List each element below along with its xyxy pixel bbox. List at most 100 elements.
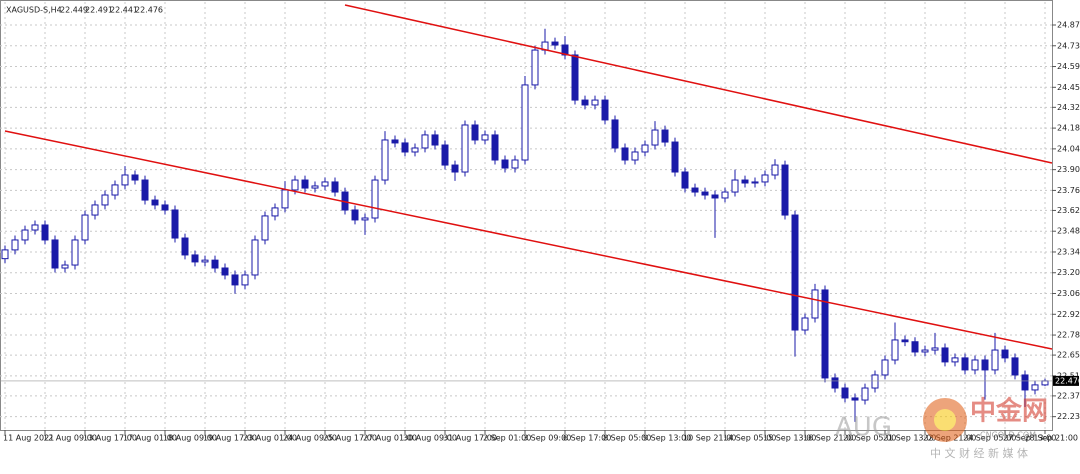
- candle-body: [831, 377, 839, 389]
- y-tick-label: 24.875: [1057, 20, 1080, 29]
- watermark: AUG 中金网 CNGOLD.COM 中 文 财 经 新 媒 体: [835, 396, 1048, 461]
- candle-body: [381, 139, 389, 181]
- candle-body: [271, 207, 279, 217]
- candle-body: [501, 159, 509, 169]
- candle-body: [551, 41, 559, 46]
- x-tick-label: 12 Aug 09:00: [43, 434, 97, 443]
- candle-body: [901, 339, 909, 343]
- candle-body: [451, 164, 459, 173]
- trend-line: [4, 130, 1053, 350]
- x-tick-label: 20 Sep 05:00: [843, 434, 896, 443]
- candle-body: [671, 141, 679, 173]
- candle-body: [41, 224, 49, 241]
- candle-body: [531, 49, 539, 86]
- grid: [0, 2, 1052, 430]
- candle-body: [191, 254, 199, 263]
- y-tick-label: 24.320: [1057, 103, 1080, 112]
- candle-body: [351, 209, 359, 221]
- candle-body: [731, 179, 739, 193]
- header-low: 22.441: [110, 6, 138, 15]
- x-tick-label: 18 Aug 09:00: [163, 434, 217, 443]
- y-tick-label: 23.345: [1057, 247, 1080, 256]
- candle-body: [1041, 380, 1049, 386]
- candle-body: [371, 179, 379, 219]
- x-tick-label: 14 Sep 05:00: [723, 434, 776, 443]
- x-tick-label: 23 Aug 01:00: [243, 434, 297, 443]
- candle-body: [981, 359, 989, 371]
- x-tick-label: 30 Aug 09:00: [403, 434, 457, 443]
- candle-body: [251, 239, 259, 276]
- chart-title: XAGUSD-S,H4: [6, 6, 62, 15]
- candle-body: [621, 147, 629, 161]
- candle-body: [581, 99, 589, 106]
- candle-body: [441, 144, 449, 166]
- trend-line: [344, 4, 1053, 164]
- y-tick-label: 22.235: [1057, 412, 1080, 421]
- candle-body: [141, 179, 149, 201]
- candle-body: [801, 317, 809, 331]
- candle-body: [211, 259, 219, 269]
- candle-body: [761, 174, 769, 183]
- candle-body: [31, 224, 39, 231]
- watermark-tagline: 中 文 财 经 新 媒 体: [930, 446, 1028, 460]
- y-tick-label: 23.065: [1057, 289, 1080, 298]
- y-tick-label: 23.485: [1057, 227, 1080, 236]
- candle-body: [151, 199, 159, 206]
- x-tick-label: 27 Aug 01:00: [363, 434, 417, 443]
- candle-body: [931, 347, 939, 351]
- candle-body: [361, 217, 369, 221]
- x-tick-label: 31 Aug 17:00: [443, 434, 497, 443]
- y-tick-label: 23.900: [1057, 165, 1080, 174]
- watermark-logo: [934, 409, 956, 431]
- candle-body: [481, 134, 489, 141]
- candle-body: [951, 357, 959, 363]
- candle-body: [261, 215, 269, 241]
- candle-body: [841, 387, 849, 399]
- x-tick-label: 6 Sep 17:00: [563, 434, 611, 443]
- watermark-text: AUG: [835, 413, 892, 443]
- candle-body: [1001, 349, 1009, 359]
- candle-body: [391, 139, 399, 144]
- header-close: 22.476: [135, 6, 163, 15]
- candle-body: [701, 191, 709, 196]
- y-tick-label: 22.510: [1057, 371, 1080, 380]
- candle-body: [641, 144, 649, 153]
- candle-body: [921, 349, 929, 353]
- candle-body: [711, 194, 719, 199]
- candle-body: [851, 397, 859, 401]
- candle-body: [961, 357, 969, 371]
- y-tick-label: 24.040: [1057, 144, 1080, 153]
- candle-body: [21, 229, 29, 241]
- candle-body: [661, 129, 669, 143]
- x-tick-label: 21 Sep 13:00: [883, 434, 936, 443]
- watermark-site: CNGOLD.COM: [980, 431, 1036, 440]
- candle-body: [331, 181, 339, 193]
- x-tick-label: 24 Aug 09:00: [283, 434, 337, 443]
- y-tick-label: 22.925: [1057, 310, 1080, 319]
- candle-body: [61, 264, 69, 269]
- candle-body: [681, 171, 689, 189]
- candle-body: [311, 185, 319, 189]
- candle-body: [771, 164, 779, 176]
- candle-body: [571, 54, 579, 101]
- candle-body: [861, 387, 869, 401]
- candle-body: [171, 209, 179, 239]
- y-tick-label: 22.785: [1057, 331, 1080, 340]
- candle-body: [201, 259, 209, 263]
- candle-body: [431, 134, 439, 146]
- candle-body: [751, 181, 759, 184]
- candle-body: [1021, 374, 1029, 391]
- plot-frame: [0, 0, 1053, 431]
- candle-body: [301, 179, 309, 189]
- candle-body: [401, 142, 409, 153]
- y-tick-label: 22.650: [1057, 351, 1080, 360]
- candle-body: [121, 174, 129, 186]
- candle-body: [601, 99, 609, 121]
- candle-body: [471, 124, 479, 141]
- candle-body: [1, 249, 9, 260]
- candle-body: [811, 289, 819, 319]
- x-tick-label: 25 Aug 17:00: [323, 434, 377, 443]
- y-tick-label: 22.375: [1057, 391, 1080, 400]
- candle-body: [51, 239, 59, 269]
- candle-body: [651, 129, 659, 146]
